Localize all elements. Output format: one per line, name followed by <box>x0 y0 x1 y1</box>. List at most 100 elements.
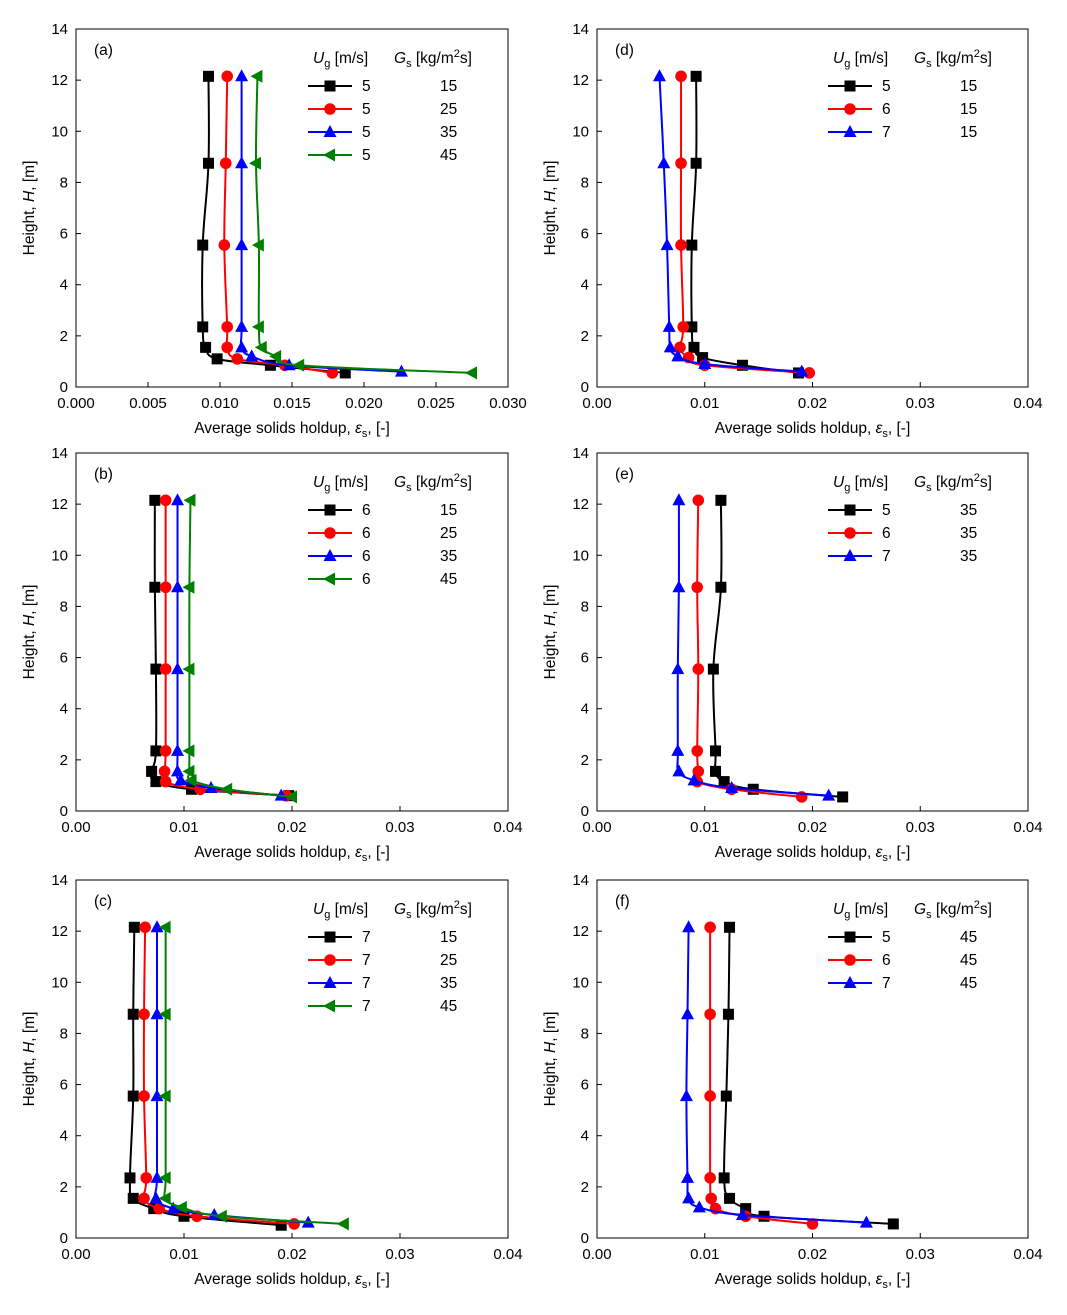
panel-a-series-1-point-6 <box>211 353 223 365</box>
panel-e-ytick-label: 14 <box>572 445 589 462</box>
panel-f-series-1-point-3 <box>720 1090 732 1102</box>
panel-d-xtick-label: 0.01 <box>690 395 719 412</box>
panel-a-series-4 <box>249 69 477 380</box>
panel-d-ytick-label: 6 <box>581 226 589 243</box>
panel-e-series-1-point-6 <box>718 776 730 788</box>
panel-a-xtick-label: 0.020 <box>345 395 383 412</box>
panel-d-series-2-point-3 <box>675 239 687 251</box>
panel-b-ytick-label: 6 <box>60 650 68 667</box>
panel-a-series-1-point-8 <box>339 367 351 379</box>
panel-c-series-4-point-3 <box>158 1089 171 1103</box>
panel-e-series-1 <box>707 494 849 803</box>
panel-d-legend-gs-2: 15 <box>960 101 977 118</box>
panel-d-series-1-point-6 <box>697 352 709 364</box>
panel-c-series-3-point-6 <box>166 1201 180 1214</box>
panel-b-series-3-point-1 <box>171 493 185 506</box>
panel-c-legend-gs-4: 45 <box>440 998 457 1015</box>
panel-a-series-3 <box>235 69 408 377</box>
panel-f-series-3-point-5 <box>682 1191 696 1204</box>
panel-c-series-3 <box>149 920 315 1228</box>
panel-f-label: (f) <box>615 893 630 910</box>
panel-a-xlabel: Average solids holdup, εs, [-] <box>194 420 390 440</box>
panel-f-series-2-point-4 <box>704 1172 716 1184</box>
panel-b-series-2-point-3 <box>159 663 172 675</box>
panel-e-xtick-label: 0.04 <box>1013 819 1042 836</box>
panel-b-legend-header-gs: Gs [kg/m2s] <box>394 472 472 494</box>
panel-f-legend-header-ug: Ug [m/s] <box>833 901 888 921</box>
panel-b-series-2-point-6 <box>159 775 172 788</box>
panel-f-series-2-point-2 <box>704 1008 716 1021</box>
panel-b-label: (b) <box>94 466 113 483</box>
panel-c-xtick-label: 0.03 <box>385 1246 414 1263</box>
panel-e-legend-gs-3: 35 <box>960 548 977 565</box>
panel-a-xtick-label: 0.015 <box>273 395 311 412</box>
panel-d-series-1-point-2 <box>690 157 702 169</box>
panel-a-series-3-point-3 <box>235 238 249 251</box>
panel-c-series-3-line <box>153 927 309 1224</box>
panel-b-legend-marker-3 <box>323 549 337 561</box>
panel-c-legend-header-gs: Gs [kg/m2s] <box>394 899 472 921</box>
panel-e-series-3 <box>671 493 836 801</box>
panel-d-xlabel: Average solids holdup, εs, [-] <box>715 420 911 440</box>
panel-c-series-1-point-8 <box>275 1219 287 1231</box>
panel-f-legend-marker-3 <box>843 976 857 988</box>
panel-f-ytick-label: 10 <box>572 974 589 991</box>
panel-e-ytick-label: 6 <box>581 650 589 667</box>
panel-f-series-1-point-4 <box>718 1172 730 1184</box>
panel-a-ytick-label: 0 <box>60 379 68 396</box>
panel-c-series-4-point-4 <box>158 1171 171 1185</box>
panel-e-ylabel: Height, H, [m] <box>542 585 559 680</box>
panel-f: 0.00 0.01 0.02 0.03 0.04 0 2 4 6 8 10 12 14 Average s… <box>542 872 1043 1291</box>
panel-b-legend-marker-2 <box>324 527 336 539</box>
panel-c-series-2-point-4 <box>140 1172 152 1184</box>
panel-a-xtick-label: 0.000 <box>57 395 95 412</box>
panel-a-series-2-point-2 <box>219 157 232 170</box>
panel-c-series-4-point-5 <box>158 1191 171 1205</box>
panel-f-ytick-label: 12 <box>572 923 589 940</box>
panel-b-series-3-point-8 <box>274 788 288 801</box>
panel-e-ytick-label: 2 <box>581 752 589 769</box>
panel-e-series-3-point-2 <box>672 580 686 593</box>
panel-e-series-1-point-8 <box>837 791 849 803</box>
panel-d-xtick-label: 0.04 <box>1013 395 1042 412</box>
panel-c-legend-gs-1: 15 <box>440 929 457 946</box>
panel-a-legend-marker-1 <box>324 80 336 92</box>
panel-d-series-2-point-4 <box>677 321 689 333</box>
panel-a-series-2-point-1 <box>221 70 233 83</box>
panel-f-legend-marker-1 <box>844 931 856 943</box>
panel-b-ytick-label: 8 <box>60 598 68 615</box>
panel-b-series-4-point-4 <box>182 744 195 758</box>
panel-f-series-3-point-3 <box>679 1089 693 1102</box>
panel-a-series-1-point-2 <box>202 157 214 169</box>
panel-e-series-2-point-2 <box>691 581 704 594</box>
panel-f-ytick-label: 14 <box>572 872 589 889</box>
panel-d-legend-header-gs: Gs [kg/m2s] <box>914 48 992 70</box>
panel-f-series-1-point-6 <box>740 1203 752 1215</box>
panel-d-series-3-point-1 <box>652 69 666 82</box>
panel-a-series-1-point-3 <box>197 239 209 251</box>
panel-e-series-2-point-4 <box>691 745 704 757</box>
panel-e-legend-gs-1: 35 <box>960 502 977 519</box>
panel-d-legend-marker-2 <box>844 103 856 115</box>
panel-d-series-1-point-5 <box>688 341 700 353</box>
panel-a-legend-marker-4 <box>323 148 335 162</box>
panel-a-legend-ug-2: 5 <box>362 101 371 118</box>
panel-a-series-3-point-4 <box>235 319 249 332</box>
panel-a-series-1-point-4 <box>197 321 209 333</box>
panel-b-series-2-point-1 <box>159 494 172 507</box>
panel-b-series-1-line <box>150 500 289 797</box>
panel-b-xtick-label: 0.00 <box>61 819 90 836</box>
panel-d-ytick-label: 14 <box>572 21 589 38</box>
panel-a-series-3-point-5 <box>235 340 249 353</box>
panel-d: 0.00 0.01 0.02 0.03 0.04 0 2 4 6 8 10 12 14 Average s… <box>542 21 1043 440</box>
panel-f-legend-gs-3: 45 <box>960 975 977 992</box>
panel-f-legend-gs-1: 45 <box>960 929 977 946</box>
panel-b-legend-gs-4: 45 <box>440 571 457 588</box>
panel-b-legend-gs-1: 15 <box>440 502 457 519</box>
panel-a-legend-gs-4: 45 <box>440 147 457 164</box>
panel-a-legend-ug-1: 5 <box>362 78 371 95</box>
panel-d-legend-ug-1: 5 <box>882 78 891 95</box>
panel-c-ytick-label: 12 <box>51 923 68 940</box>
panel-b-series-1-point-2 <box>149 581 161 593</box>
